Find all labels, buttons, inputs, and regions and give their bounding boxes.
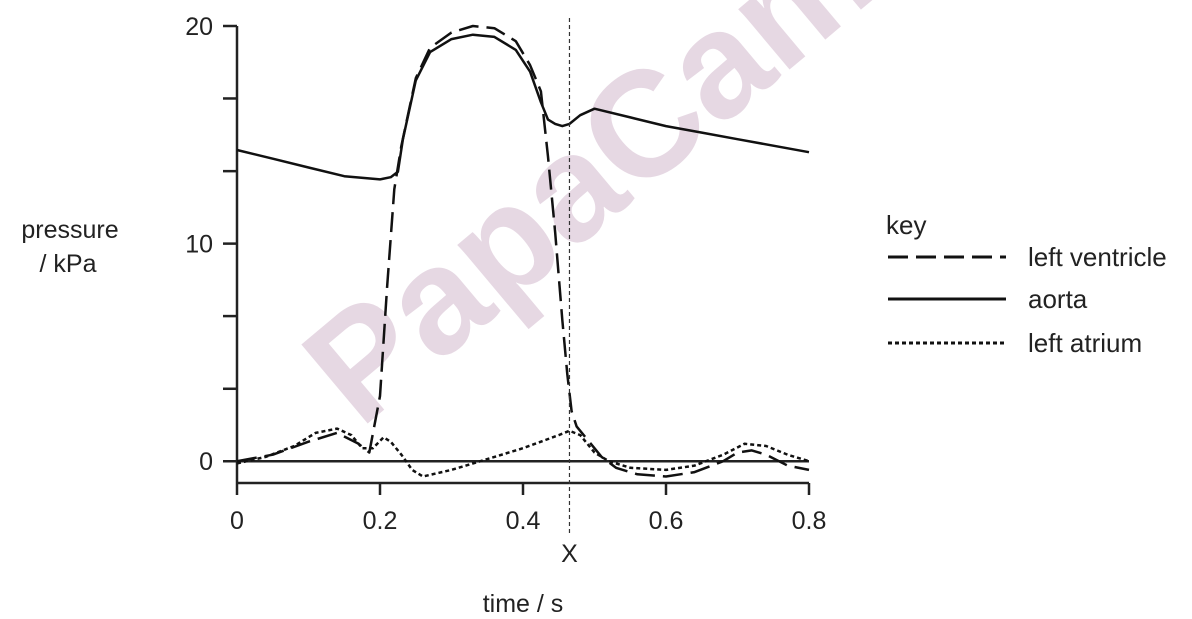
watermark: PapaCambridge (273, 0, 1192, 455)
x-tick-label-4: 0.8 (792, 507, 827, 535)
series-line-left-atrium (236, 427, 810, 478)
y-tick-label-0: 0 (199, 448, 213, 476)
axes: 0 10 20 0 0.2 0.4 0.6 0.8 (185, 13, 826, 535)
y-axis-title-line1: pressure (21, 216, 118, 244)
series-layer (236, 24, 810, 478)
x-tick-label-0: 0 (230, 507, 244, 535)
legend: key left ventricle aorta left atrium (886, 210, 1167, 358)
x-tick-label-3: 0.6 (649, 507, 684, 535)
legend-label-aorta: aorta (1028, 284, 1088, 314)
legend-title: key (886, 210, 926, 240)
series-line-aorta (236, 33, 810, 181)
legend-label-left-ventricle: left ventricle (1028, 242, 1167, 272)
watermark-text: PapaCambridge (273, 0, 1192, 455)
marker-label-x: X (561, 540, 578, 568)
y-tick-label-2: 20 (185, 13, 213, 41)
x-tick-label-1: 0.2 (363, 507, 398, 535)
marker-layer: X (561, 18, 578, 568)
legend-label-left-atrium: left atrium (1028, 328, 1142, 358)
x-axis-title: time / s (483, 590, 564, 618)
x-tick-label-2: 0.4 (506, 507, 541, 535)
y-axis-title-line2: / kPa (40, 250, 97, 278)
y-tick-label-1: 10 (185, 231, 213, 259)
series-line-left-ventricle (236, 24, 810, 478)
